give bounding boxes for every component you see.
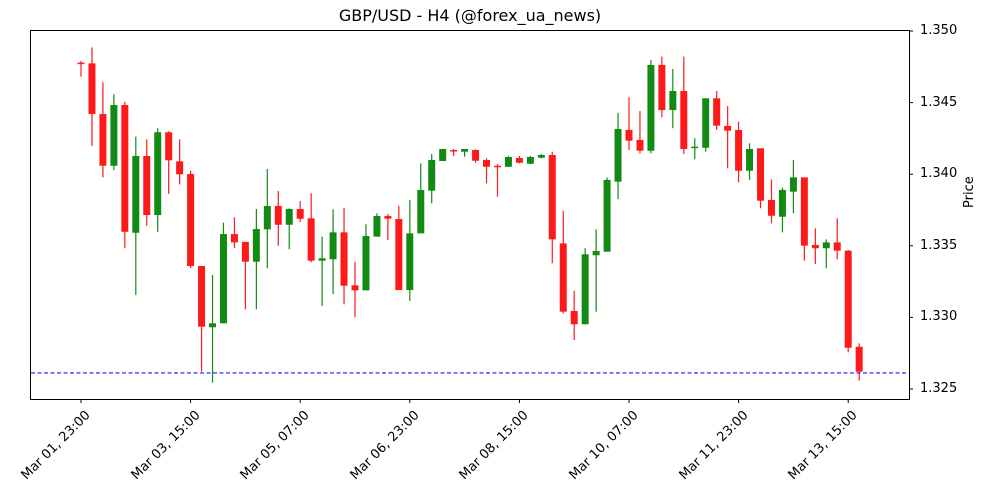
y-tick-label: 1.330 bbox=[920, 309, 958, 325]
candle-down-body bbox=[559, 243, 567, 312]
candle-down-body bbox=[713, 98, 721, 126]
candle-up-body bbox=[461, 148, 469, 152]
candle-up-body bbox=[526, 157, 534, 164]
chart-title: GBP/USD - H4 (@forex_ua_news) bbox=[338, 6, 602, 25]
candle-down-body bbox=[570, 310, 578, 325]
candle-up-body bbox=[669, 91, 677, 111]
candle-down-body bbox=[187, 174, 195, 266]
candle-down-body bbox=[230, 234, 238, 243]
candle-down-body bbox=[855, 346, 863, 372]
candle-up-body bbox=[504, 157, 512, 167]
candle-down-body bbox=[351, 285, 359, 291]
candle-up-body bbox=[110, 105, 118, 166]
candle-up-body bbox=[132, 156, 140, 233]
candle-up-body bbox=[581, 254, 589, 325]
plot-area bbox=[30, 30, 910, 400]
candle-down-body bbox=[395, 219, 403, 291]
candle-down-body bbox=[625, 129, 633, 141]
candle-down-body bbox=[636, 139, 644, 151]
candle-up-body bbox=[263, 205, 271, 230]
y-tick-label: 1.340 bbox=[920, 166, 958, 182]
candle-down-body bbox=[77, 62, 85, 65]
candle-up-body bbox=[822, 242, 830, 249]
candle-down-body bbox=[121, 105, 129, 232]
candle-down-body bbox=[198, 265, 206, 327]
candle-down-body bbox=[483, 160, 491, 167]
candle-down-body bbox=[384, 216, 392, 219]
candle-up-body bbox=[329, 232, 337, 260]
candle-up-body bbox=[778, 189, 786, 217]
candle-down-body bbox=[548, 155, 556, 240]
candle-up-body bbox=[362, 236, 370, 291]
candle-up-body bbox=[746, 148, 754, 171]
candle-up-body bbox=[647, 64, 655, 151]
candle-down-body bbox=[724, 125, 732, 131]
candle-up-body bbox=[592, 250, 600, 256]
candle-up-body bbox=[614, 128, 622, 182]
candle-up-body bbox=[406, 233, 414, 291]
candle-up-body bbox=[439, 148, 447, 162]
candle-down-body bbox=[340, 232, 348, 286]
candle-down-body bbox=[833, 242, 841, 251]
candle-up-body bbox=[428, 160, 436, 191]
candle-down-body bbox=[296, 208, 304, 219]
candle-down-body bbox=[735, 129, 743, 171]
candle-down-body bbox=[241, 241, 249, 262]
candle-up-body bbox=[603, 179, 611, 252]
candle-down-body bbox=[165, 132, 173, 161]
candle-up-body bbox=[417, 189, 425, 234]
candle-up-body bbox=[209, 323, 217, 328]
candle-down-body bbox=[493, 165, 501, 168]
candle-up-body bbox=[537, 155, 545, 158]
candle-up-body bbox=[373, 216, 381, 237]
candle-down-body bbox=[680, 91, 688, 149]
candle-down-body bbox=[88, 63, 96, 115]
candle-down-body bbox=[450, 149, 458, 152]
y-tick-label: 1.345 bbox=[920, 94, 958, 110]
candle-up-body bbox=[702, 98, 710, 148]
candle-down-body bbox=[800, 177, 808, 246]
candle-up-body bbox=[318, 258, 326, 261]
candle-down-body bbox=[767, 199, 775, 216]
candle-down-body bbox=[658, 64, 666, 111]
y-axis-label: Price bbox=[962, 176, 977, 208]
y-tick-label: 1.350 bbox=[920, 23, 958, 38]
candle-up-body bbox=[154, 132, 162, 216]
y-tick-label: 1.335 bbox=[920, 237, 958, 253]
candle-up-body bbox=[789, 177, 797, 192]
candle-down-body bbox=[307, 218, 315, 261]
candle-down-body bbox=[515, 158, 523, 163]
candle-down-body bbox=[143, 156, 151, 216]
candle-up-body bbox=[252, 229, 260, 262]
candle-down-body bbox=[757, 148, 765, 201]
candle-down-body bbox=[472, 149, 480, 161]
candle-up-body bbox=[691, 146, 699, 149]
y-tick-label: 1.325 bbox=[920, 381, 958, 396]
candle-down-body bbox=[99, 114, 107, 166]
candle-down-body bbox=[844, 250, 852, 348]
candle-down-body bbox=[811, 244, 819, 249]
candle-up-body bbox=[219, 234, 227, 324]
candle-up-body bbox=[285, 208, 293, 225]
candle-down-body bbox=[176, 161, 184, 175]
candle-down-body bbox=[274, 205, 282, 225]
